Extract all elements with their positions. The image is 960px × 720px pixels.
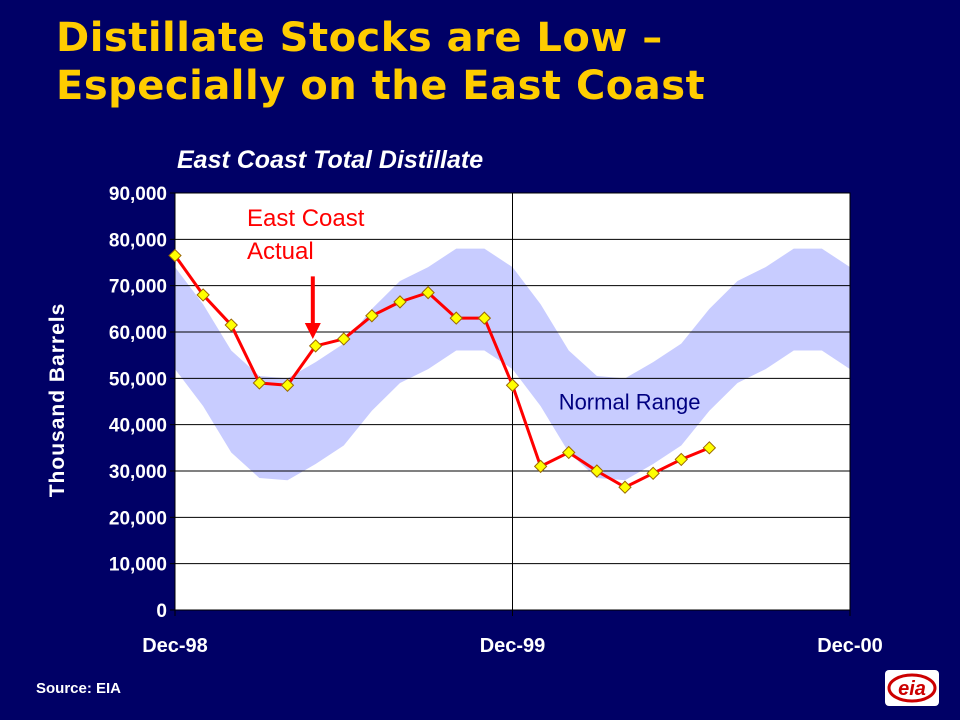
data-point-marker (393, 295, 407, 309)
y-tick-label: 50,000 (109, 369, 167, 390)
y-tick-label: 0 (156, 601, 167, 622)
data-point-marker (449, 311, 463, 325)
data-point-marker (702, 441, 717, 455)
logo-swoosh (887, 673, 937, 703)
data-point-marker (590, 464, 604, 478)
plot-border (174, 192, 851, 611)
data-point-marker (533, 459, 548, 474)
x-tick-label: Dec-00 (817, 635, 883, 657)
x-tick-label: Dec-99 (480, 635, 546, 657)
slide-title-line2: Especially on the East Coast (56, 63, 706, 109)
data-point-marker (562, 445, 576, 460)
y-tick-label: 10,000 (109, 555, 167, 576)
slide-title: Distillate Stocks are Low – Especially o… (56, 14, 705, 110)
data-point-marker (674, 452, 688, 467)
y-tick-label: 20,000 (109, 508, 167, 529)
data-point-marker (224, 318, 238, 332)
y-tick-label: 70,000 (109, 277, 167, 298)
data-point-marker (308, 339, 323, 353)
annotation-arrow-head (304, 322, 321, 339)
data-point-marker (196, 288, 210, 302)
data-point-marker (477, 311, 492, 325)
data-point-marker (421, 285, 435, 300)
y-tick-label: 30,000 (109, 462, 167, 483)
y-tick-label: 80,000 (109, 230, 167, 251)
x-tick-label: Dec-98 (142, 635, 208, 657)
data-point-marker (365, 309, 379, 323)
eia-logo-icon: eia (885, 670, 939, 706)
y-tick-label: 90,000 (109, 184, 167, 205)
chart-title: East Coast Total Distillate (177, 146, 484, 174)
y-tick-label: 60,000 (109, 323, 167, 344)
annotation-normal-range: Normal Range (559, 390, 701, 415)
logo-text: eia (898, 678, 926, 700)
data-point-marker (505, 378, 520, 392)
data-point-marker (168, 248, 182, 263)
data-point-marker (280, 378, 295, 392)
slide-title-line1: Distillate Stocks are Low – (56, 15, 663, 61)
data-point-marker (337, 332, 351, 346)
annotation-actual-line1: East Coast (247, 205, 365, 232)
data-point-marker (646, 466, 660, 481)
source-note: Source: EIA (36, 680, 122, 697)
annotation-actual-line2: Actual (247, 238, 314, 265)
data-point-marker (252, 376, 267, 390)
y-tick-label: 40,000 (109, 416, 167, 437)
data-point-marker (618, 480, 632, 494)
